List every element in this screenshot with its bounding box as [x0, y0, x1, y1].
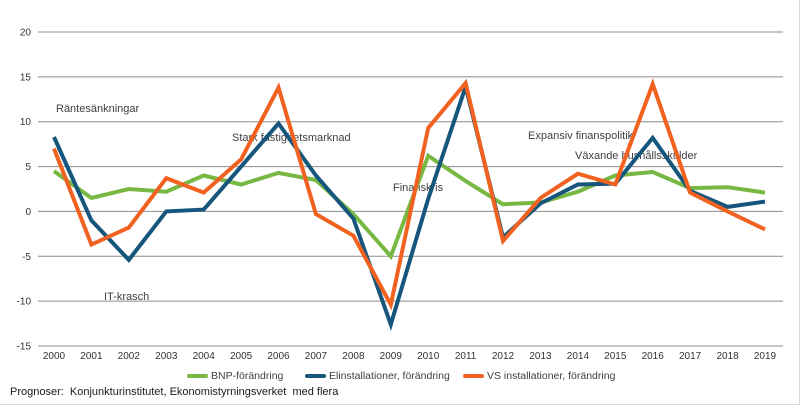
y-tick-label: -15 — [17, 342, 32, 353]
y-tick-label: 5 — [25, 162, 31, 173]
x-tick-label: 2003 — [155, 351, 178, 362]
x-tick-label: 2014 — [567, 351, 590, 362]
source-note: Prognoser: Konjunkturinstitutet, Ekonomi… — [10, 386, 339, 398]
x-tick-label: 2004 — [193, 351, 216, 362]
x-tick-label: 2011 — [455, 351, 477, 362]
legend-item-vs: VS installationer, förändring — [463, 369, 615, 383]
bnp-line — [52, 152, 766, 261]
y-tick-label: 20 — [20, 28, 32, 39]
annotation-label: IT-krasch — [104, 291, 149, 303]
x-tick-label: 2019 — [754, 351, 777, 362]
x-tick-label: 2016 — [642, 351, 665, 362]
x-tick-label: 2009 — [380, 351, 403, 362]
x-tick-label: 2008 — [342, 351, 365, 362]
legend-label: BNP-förändring — [211, 370, 284, 382]
y-tick-label: 10 — [20, 117, 32, 128]
legend-item-bnp: BNP-förändring — [187, 369, 283, 383]
x-tick-label: 2012 — [492, 351, 515, 362]
x-tick-label: 2005 — [230, 351, 253, 362]
x-tick-label: 2013 — [529, 351, 552, 362]
legend-label: Elinstallationer, förändring — [329, 370, 450, 382]
el-line — [52, 79, 766, 331]
bnp-line-swatch — [187, 374, 208, 378]
y-tick-label: -10 — [17, 297, 32, 308]
x-tick-label: 2000 — [43, 351, 66, 362]
legend: BNP-förändring Elinstallationer, förändr… — [0, 369, 799, 385]
vs-line — [52, 78, 766, 311]
legend-item-el: Elinstallationer, förändring — [305, 369, 450, 383]
annotation-label: Räntesänkningar — [56, 103, 140, 115]
x-tick-label: 2015 — [604, 351, 627, 362]
annotation-label: Expansiv finanspolitik — [528, 130, 634, 142]
x-tick-label: 2018 — [716, 351, 739, 362]
x-tick-label: 2006 — [267, 351, 290, 362]
x-tick-label: 2002 — [118, 351, 141, 362]
x-tick-label: 2010 — [417, 351, 440, 362]
x-tick-label: 2017 — [679, 351, 702, 362]
vs-line-swatch — [463, 374, 484, 378]
y-tick-label: 15 — [20, 72, 32, 83]
x-tick-label: 2001 — [80, 351, 103, 362]
legend-label: VS installationer, förändring — [487, 370, 616, 382]
y-tick-label: 0 — [25, 207, 31, 218]
el-line-swatch — [305, 374, 326, 378]
x-tick-label: 2007 — [305, 351, 328, 362]
y-tick-label: -5 — [22, 252, 31, 263]
